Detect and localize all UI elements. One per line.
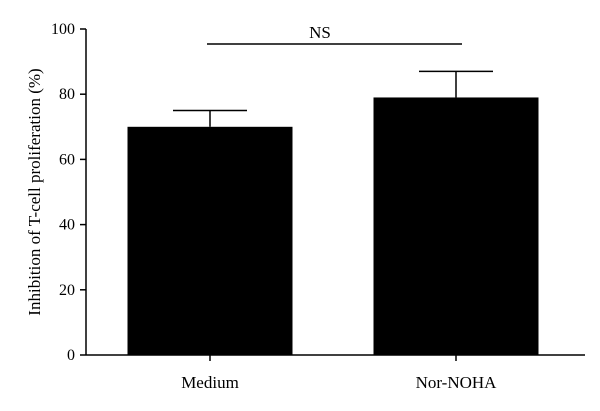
y-axis-title: Inhibition of T-cell proliferation (%) — [25, 68, 44, 315]
significance-annotation: NS — [207, 23, 462, 45]
bars — [127, 70, 539, 356]
y-tick-label: 60 — [59, 151, 75, 168]
plot-area: 0 20 40 60 80 100 Medium Nor-NOHA NS — [51, 21, 585, 392]
y-tick-label: 80 — [59, 86, 75, 103]
x-axis-ticks: Medium Nor-NOHA — [181, 355, 497, 392]
bar — [127, 126, 293, 355]
significance-label: NS — [309, 23, 331, 42]
y-axis-ticks: 0 20 40 60 80 100 — [51, 21, 86, 364]
x-tick-label: Nor-NOHA — [416, 373, 498, 392]
y-tick-label: 100 — [51, 21, 75, 38]
bar — [373, 97, 539, 356]
y-tick-label: 40 — [59, 217, 75, 234]
y-tick-label: 20 — [59, 282, 75, 299]
y-tick-label: 0 — [67, 347, 75, 364]
x-tick-label: Medium — [181, 373, 239, 392]
